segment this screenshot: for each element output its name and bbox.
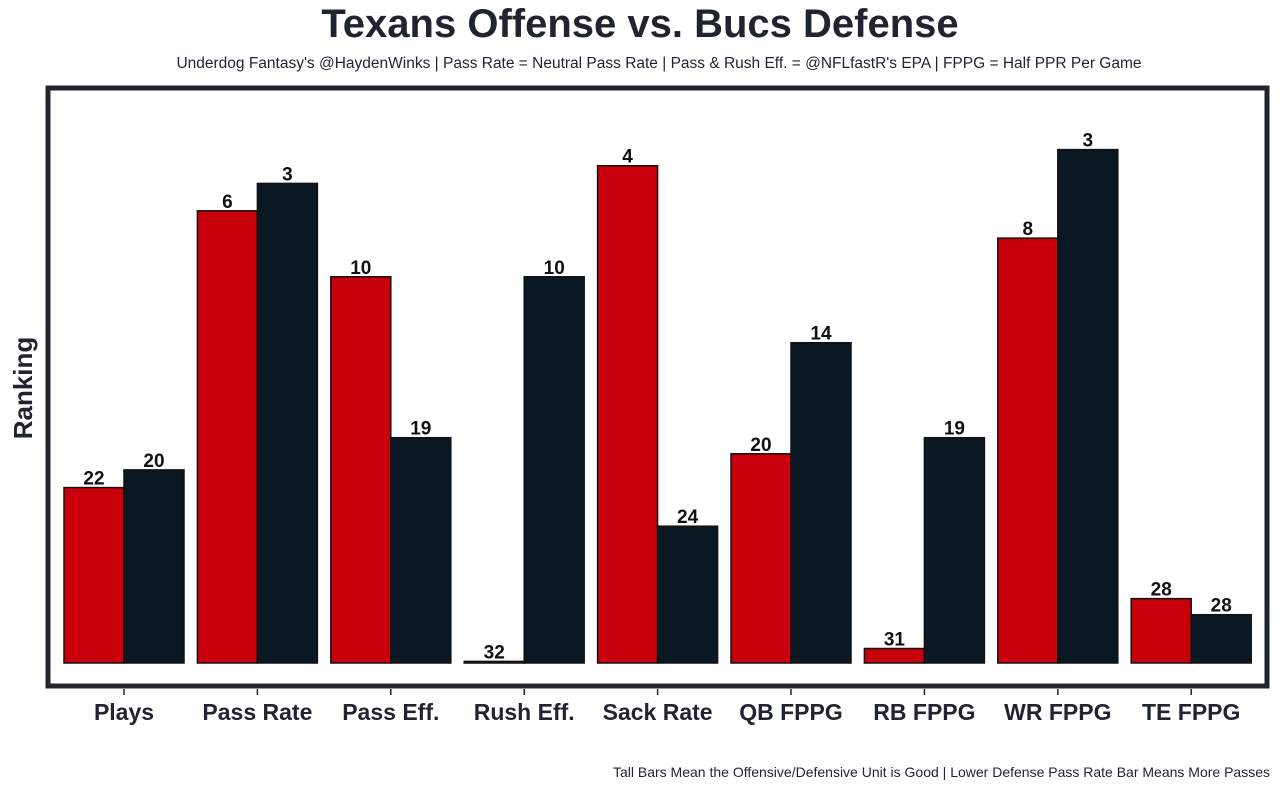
bar-offense xyxy=(63,486,125,664)
data-label: 10 xyxy=(350,258,371,279)
data-label: 4 xyxy=(622,147,633,168)
x-tick-label: Pass Eff. xyxy=(342,699,439,725)
data-label: 32 xyxy=(484,642,505,663)
bar-defense xyxy=(1190,613,1252,664)
bar-offense xyxy=(1130,597,1192,664)
data-label: 3 xyxy=(1083,131,1094,152)
x-tick-label: Plays xyxy=(94,699,154,725)
bar-defense xyxy=(390,436,452,664)
bar-defense xyxy=(923,436,986,664)
bar-offense xyxy=(596,164,659,664)
x-tick-label: RB FPPG xyxy=(873,699,975,725)
y-axis-label: Ranking xyxy=(8,337,38,440)
data-label: 14 xyxy=(810,324,832,345)
data-label: 8 xyxy=(1023,219,1034,240)
chart-footer: Tall Bars Mean the Offensive/Defensive U… xyxy=(612,764,1270,780)
bar-offense xyxy=(863,647,926,664)
bar-offense xyxy=(997,237,1059,664)
bar-defense xyxy=(123,469,185,664)
x-tick-label: TE FPPG xyxy=(1142,699,1240,725)
x-tick-label: WR FPPG xyxy=(1004,699,1111,725)
data-label: 24 xyxy=(677,507,699,528)
bar-defense xyxy=(1057,148,1119,664)
bar-defense xyxy=(523,276,585,664)
x-tick-label: QB FPPG xyxy=(739,699,843,725)
data-label: 20 xyxy=(143,451,164,472)
data-label: 3 xyxy=(282,164,293,185)
data-label: 10 xyxy=(544,258,565,279)
x-tick-label: Sack Rate xyxy=(603,699,713,725)
bar-offense xyxy=(330,276,392,664)
data-label: 19 xyxy=(410,419,431,440)
data-label: 6 xyxy=(222,192,233,213)
data-label: 19 xyxy=(944,419,965,440)
bar-offense xyxy=(196,210,259,664)
chart-subtitle: Underdog Fantasy's @HaydenWinks | Pass R… xyxy=(176,55,1142,72)
x-tick-label: Pass Rate xyxy=(202,699,312,725)
data-label: 28 xyxy=(1211,596,1232,617)
data-label: 22 xyxy=(83,469,104,490)
plot-frame xyxy=(45,85,1270,689)
data-label: 20 xyxy=(750,435,771,456)
bar-defense xyxy=(790,341,852,664)
bar-defense xyxy=(256,182,319,664)
bar-defense xyxy=(656,525,719,664)
x-tick-label: Rush Eff. xyxy=(474,699,575,725)
data-label: 31 xyxy=(884,630,906,651)
chart-title: Texans Offense vs. Bucs Defense xyxy=(321,2,959,46)
bar-offense xyxy=(730,453,792,664)
data-label: 28 xyxy=(1151,580,1172,601)
